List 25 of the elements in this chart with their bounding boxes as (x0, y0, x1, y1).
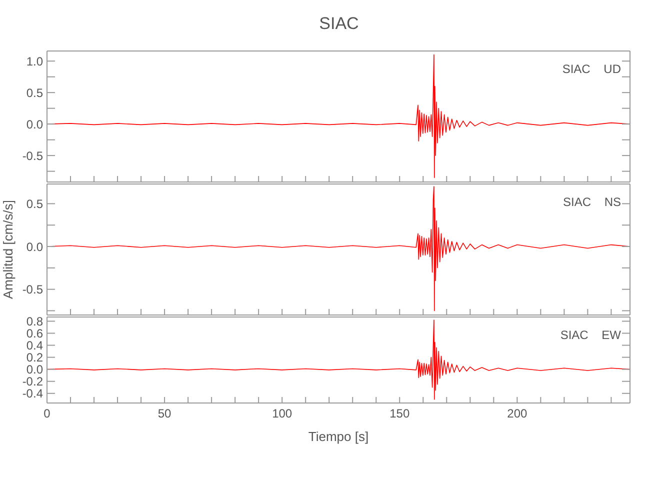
x-tick-label: 100 (272, 406, 292, 421)
text: SIAC EW (560, 328, 621, 342)
text: SIAC UD (562, 62, 621, 76)
y-tick-label: 0.2 (26, 350, 44, 365)
x-tick-label: 150 (390, 406, 410, 421)
x-tick-label: 0 (44, 406, 51, 421)
text: SIAC NS (562, 195, 621, 209)
y-tick-label: 0.6 (26, 326, 44, 340)
y-tick-label: -0.2 (22, 374, 44, 389)
y-tick-label: 0.0 (26, 240, 44, 254)
y-tick-label: 0.5 (26, 86, 44, 100)
y-tick-label: 0.0 (26, 117, 44, 132)
y-tick-label: 0.4 (26, 338, 44, 353)
y-tick-label: 1.0 (26, 54, 44, 68)
y-tick-label: 0.0 (26, 362, 44, 377)
chart-title: SIAC (318, 14, 360, 34)
y-tick-label: -0.5 (22, 148, 44, 163)
x-axis-title: Tiempo [s] (308, 429, 369, 444)
y-tick-label: 0.5 (26, 196, 44, 211)
x-tick-label: 50 (158, 406, 172, 421)
y-tick-label: -0.4 (22, 386, 44, 401)
y-tick-label: 0.8 (26, 314, 44, 328)
y-tick-label: -0.5 (22, 282, 44, 297)
y-axis-title: Amplitud [cm/s/s] (0, 198, 16, 301)
x-tick-label: 200 (507, 406, 528, 421)
